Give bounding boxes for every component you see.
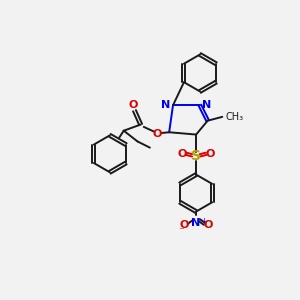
Text: S: S: [191, 149, 201, 163]
Text: O: O: [179, 220, 188, 230]
Text: N: N: [191, 218, 201, 228]
Text: O: O: [178, 149, 187, 159]
Text: O: O: [205, 149, 214, 159]
Text: CH₃: CH₃: [225, 112, 244, 122]
Text: O: O: [204, 220, 213, 230]
Text: +: +: [200, 217, 207, 226]
Text: O: O: [153, 129, 162, 139]
Text: O: O: [128, 100, 138, 110]
Text: N: N: [161, 100, 171, 110]
Text: ⁻: ⁻: [178, 226, 184, 236]
Text: N: N: [202, 100, 212, 110]
